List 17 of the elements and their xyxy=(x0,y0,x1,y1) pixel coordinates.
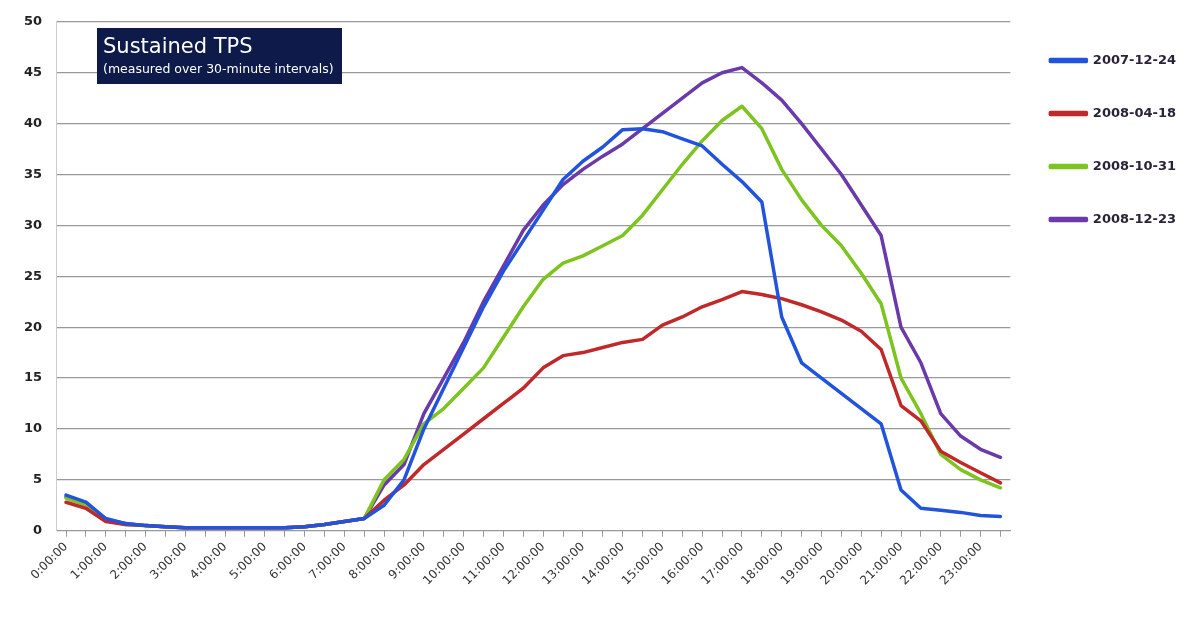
y-tick-label: 10 xyxy=(24,420,43,436)
text: (measured over 30-minute intervals) xyxy=(103,60,334,78)
legend-label: 2007-12-24 xyxy=(1092,51,1176,67)
y-tick-label: 20 xyxy=(24,318,43,334)
y-tick-label: 35 xyxy=(24,165,43,181)
legend-label: 2008-04-18 xyxy=(1092,104,1176,120)
y-tick-label: 5 xyxy=(33,471,43,487)
y-tick-label: 30 xyxy=(24,216,43,232)
y-tick-label: 40 xyxy=(24,114,43,130)
legend-label: 2008-10-31 xyxy=(1092,157,1176,173)
y-tick-label: 25 xyxy=(24,267,43,283)
y-tick-label: 0 xyxy=(33,522,43,538)
y-tick-label: 15 xyxy=(24,369,43,385)
legend-label: 2008-12-23 xyxy=(1092,210,1176,226)
y-tick-label: 50 xyxy=(24,13,43,29)
text: Sustained TPS xyxy=(103,33,254,60)
y-tick-label: 45 xyxy=(24,64,43,80)
